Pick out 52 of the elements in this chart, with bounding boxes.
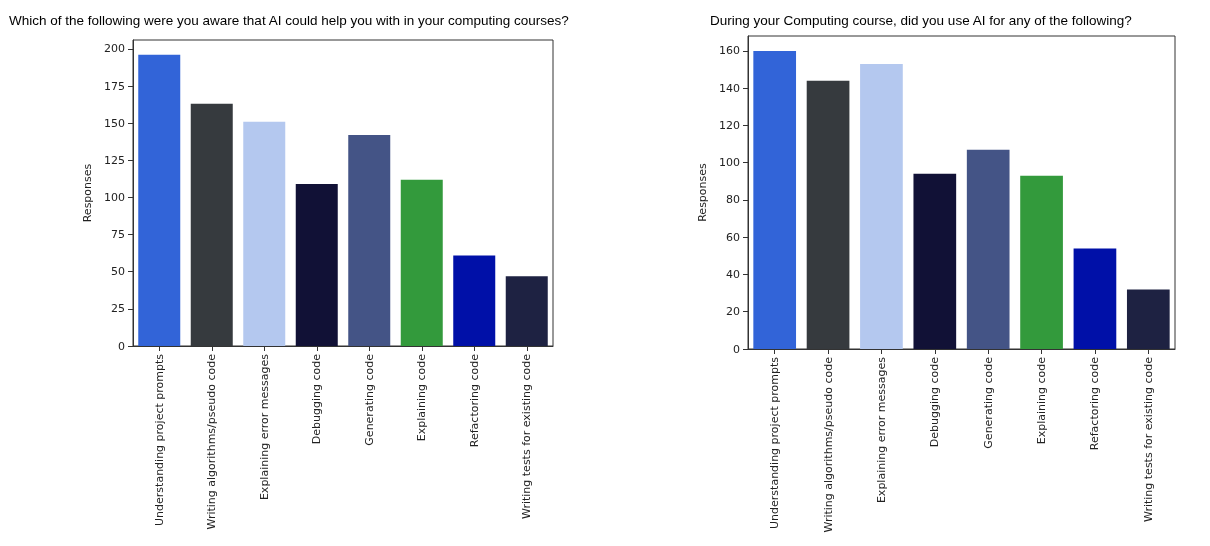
y-tick-label: 25 — [111, 302, 125, 316]
x-tick-label: Explaining error messages — [257, 353, 271, 501]
x-tick-label: Understanding project prompts — [152, 353, 166, 526]
y-tick-label: 140 — [719, 81, 740, 95]
x-tick-label: Debugging code — [928, 356, 942, 448]
x-tick-label: Writing algorithms/pseudo code — [205, 353, 219, 530]
bar — [753, 50, 797, 349]
y-tick-label: 40 — [726, 267, 740, 281]
y-tick-label: 120 — [719, 118, 740, 132]
y-tick-label: 0 — [118, 339, 125, 353]
y-axis-title: Responses — [696, 162, 710, 222]
bar — [138, 54, 181, 346]
y-tick-label: 0 — [733, 342, 740, 356]
x-tick-label: Writing algorithms/pseudo code — [821, 356, 835, 533]
x-tick-label: Refactoring code — [467, 353, 481, 448]
y-axis-title: Responses — [81, 163, 95, 223]
y-tick-label: 160 — [719, 44, 740, 58]
y-tick-label: 125 — [104, 153, 125, 167]
y-tick-label: 100 — [719, 156, 740, 170]
x-tick-label: Writing tests for existing code — [1141, 356, 1155, 522]
x-tick-label: Explaining code — [415, 353, 429, 442]
y-tick-label: 100 — [104, 190, 125, 204]
x-tick-label: Explaining code — [1035, 356, 1049, 445]
x-tick-label: Writing tests for existing code — [520, 353, 534, 519]
bar — [1126, 289, 1170, 349]
bar — [913, 173, 957, 349]
y-tick-label: 80 — [726, 193, 740, 207]
bar — [348, 135, 391, 346]
bar — [1020, 175, 1063, 349]
x-tick-label: Generating code — [362, 353, 376, 446]
y-tick-label: 75 — [111, 228, 125, 242]
y-tick-label: 200 — [104, 42, 125, 56]
chart-title: Which of the following were you aware that AI could help you with in your computing courses? — [9, 12, 569, 28]
x-tick-label: Understanding project prompts — [768, 356, 782, 529]
bar — [1073, 248, 1117, 349]
bar — [966, 149, 1010, 349]
bar — [860, 63, 903, 349]
x-tick-label: Debugging code — [310, 353, 324, 445]
bar — [243, 121, 286, 346]
x-tick-label: Generating code — [981, 356, 995, 449]
y-tick-label: 50 — [111, 265, 125, 279]
bar — [453, 255, 496, 346]
bar — [505, 276, 548, 346]
y-tick-label: 20 — [726, 305, 740, 319]
bar — [295, 184, 338, 346]
y-tick-label: 60 — [726, 230, 740, 244]
y-tick-label: 175 — [104, 79, 125, 93]
y-tick-label: 150 — [104, 116, 125, 130]
chart-title: During your Computing course, did you use AI for any of the following? — [710, 12, 1132, 28]
x-tick-label: Refactoring code — [1088, 356, 1102, 451]
bar — [400, 179, 443, 346]
x-tick-label: Explaining error messages — [874, 356, 888, 504]
